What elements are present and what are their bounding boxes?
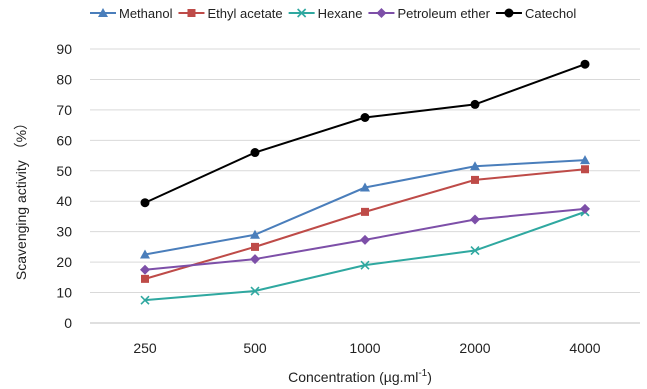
data-point bbox=[580, 59, 590, 69]
data-point bbox=[360, 182, 370, 192]
y-tick-label: 10 bbox=[56, 285, 72, 301]
data-point bbox=[360, 234, 370, 245]
series-hexane bbox=[140, 207, 590, 305]
data-point bbox=[580, 203, 590, 214]
legend-item: Ethyl acetate bbox=[178, 6, 283, 21]
series-line bbox=[144, 210, 586, 302]
x-tick-label: 2000 bbox=[459, 340, 490, 356]
data-point bbox=[470, 245, 480, 256]
data-point bbox=[470, 214, 480, 225]
y-axis-title: Scavenging activity （%） bbox=[13, 116, 29, 280]
data-point bbox=[471, 175, 479, 184]
data-point bbox=[470, 99, 480, 109]
y-axis-ticks: 0 10 20 30 40 50 60 70 80 90 bbox=[56, 41, 72, 331]
series-methanol bbox=[140, 155, 590, 259]
series-petroleum-ether bbox=[140, 203, 590, 275]
data-point bbox=[140, 264, 150, 275]
legend-label: Petroleum ether bbox=[397, 6, 490, 21]
legend-marker bbox=[187, 9, 196, 17]
x-tick-label: 4000 bbox=[569, 340, 600, 356]
legend-marker bbox=[98, 8, 108, 17]
legend-marker bbox=[504, 8, 514, 18]
legend-item: Hexane bbox=[288, 6, 363, 21]
x-axis-title: Concentration (µg.ml-1) bbox=[288, 368, 432, 385]
legend-label: Ethyl acetate bbox=[207, 6, 282, 21]
x-tick-label: 250 bbox=[133, 340, 157, 356]
y-tick-label: 40 bbox=[56, 193, 72, 209]
legend-marker bbox=[376, 8, 387, 18]
data-point bbox=[140, 295, 150, 305]
y-tick-label: 60 bbox=[56, 132, 72, 148]
data-point bbox=[470, 161, 480, 171]
data-point bbox=[141, 274, 149, 283]
data-point bbox=[360, 113, 370, 122]
data-point bbox=[140, 198, 150, 208]
data-point bbox=[251, 242, 259, 251]
x-axis-title-sup: -1 bbox=[418, 368, 427, 379]
y-tick-label: 20 bbox=[56, 254, 72, 270]
x-axis-title-main: Concentration (µg.ml bbox=[288, 369, 418, 385]
y-tick-label: 50 bbox=[56, 163, 72, 179]
legend-label: Hexane bbox=[318, 6, 363, 21]
legend-label: Catechol bbox=[525, 6, 576, 21]
y-tick-label: 80 bbox=[56, 71, 72, 87]
x-axis-ticks: 250 500 1000 2000 4000 bbox=[133, 340, 600, 356]
series-group bbox=[140, 59, 590, 305]
legend-item: Petroleum ether bbox=[368, 6, 491, 21]
x-axis-title-close: ) bbox=[427, 369, 432, 385]
grid-lines bbox=[90, 48, 640, 294]
data-point bbox=[581, 165, 589, 174]
data-point bbox=[140, 249, 150, 259]
data-point bbox=[250, 148, 260, 158]
legend-item: Methanol bbox=[90, 6, 173, 21]
series-ethyl-acetate bbox=[141, 165, 589, 283]
series-line bbox=[144, 63, 586, 204]
data-point bbox=[250, 286, 260, 296]
legend-item: Catechol bbox=[495, 6, 576, 21]
y-tick-label: 0 bbox=[64, 315, 72, 331]
y-tick-label: 70 bbox=[56, 102, 72, 118]
x-tick-label: 1000 bbox=[349, 340, 380, 356]
data-point bbox=[580, 155, 590, 165]
legend-marker bbox=[297, 8, 307, 18]
series-catechol bbox=[140, 59, 590, 208]
x-tick-label: 500 bbox=[243, 340, 267, 356]
data-point bbox=[361, 207, 369, 216]
y-tick-label: 30 bbox=[56, 224, 72, 240]
data-point bbox=[250, 254, 260, 265]
legend: Methanol Ethyl acetate Hexane Petroleum eth… bbox=[90, 6, 576, 21]
data-point bbox=[250, 229, 260, 239]
data-point bbox=[360, 260, 370, 270]
y-tick-label: 90 bbox=[56, 41, 72, 57]
legend-label: Methanol bbox=[119, 6, 173, 21]
